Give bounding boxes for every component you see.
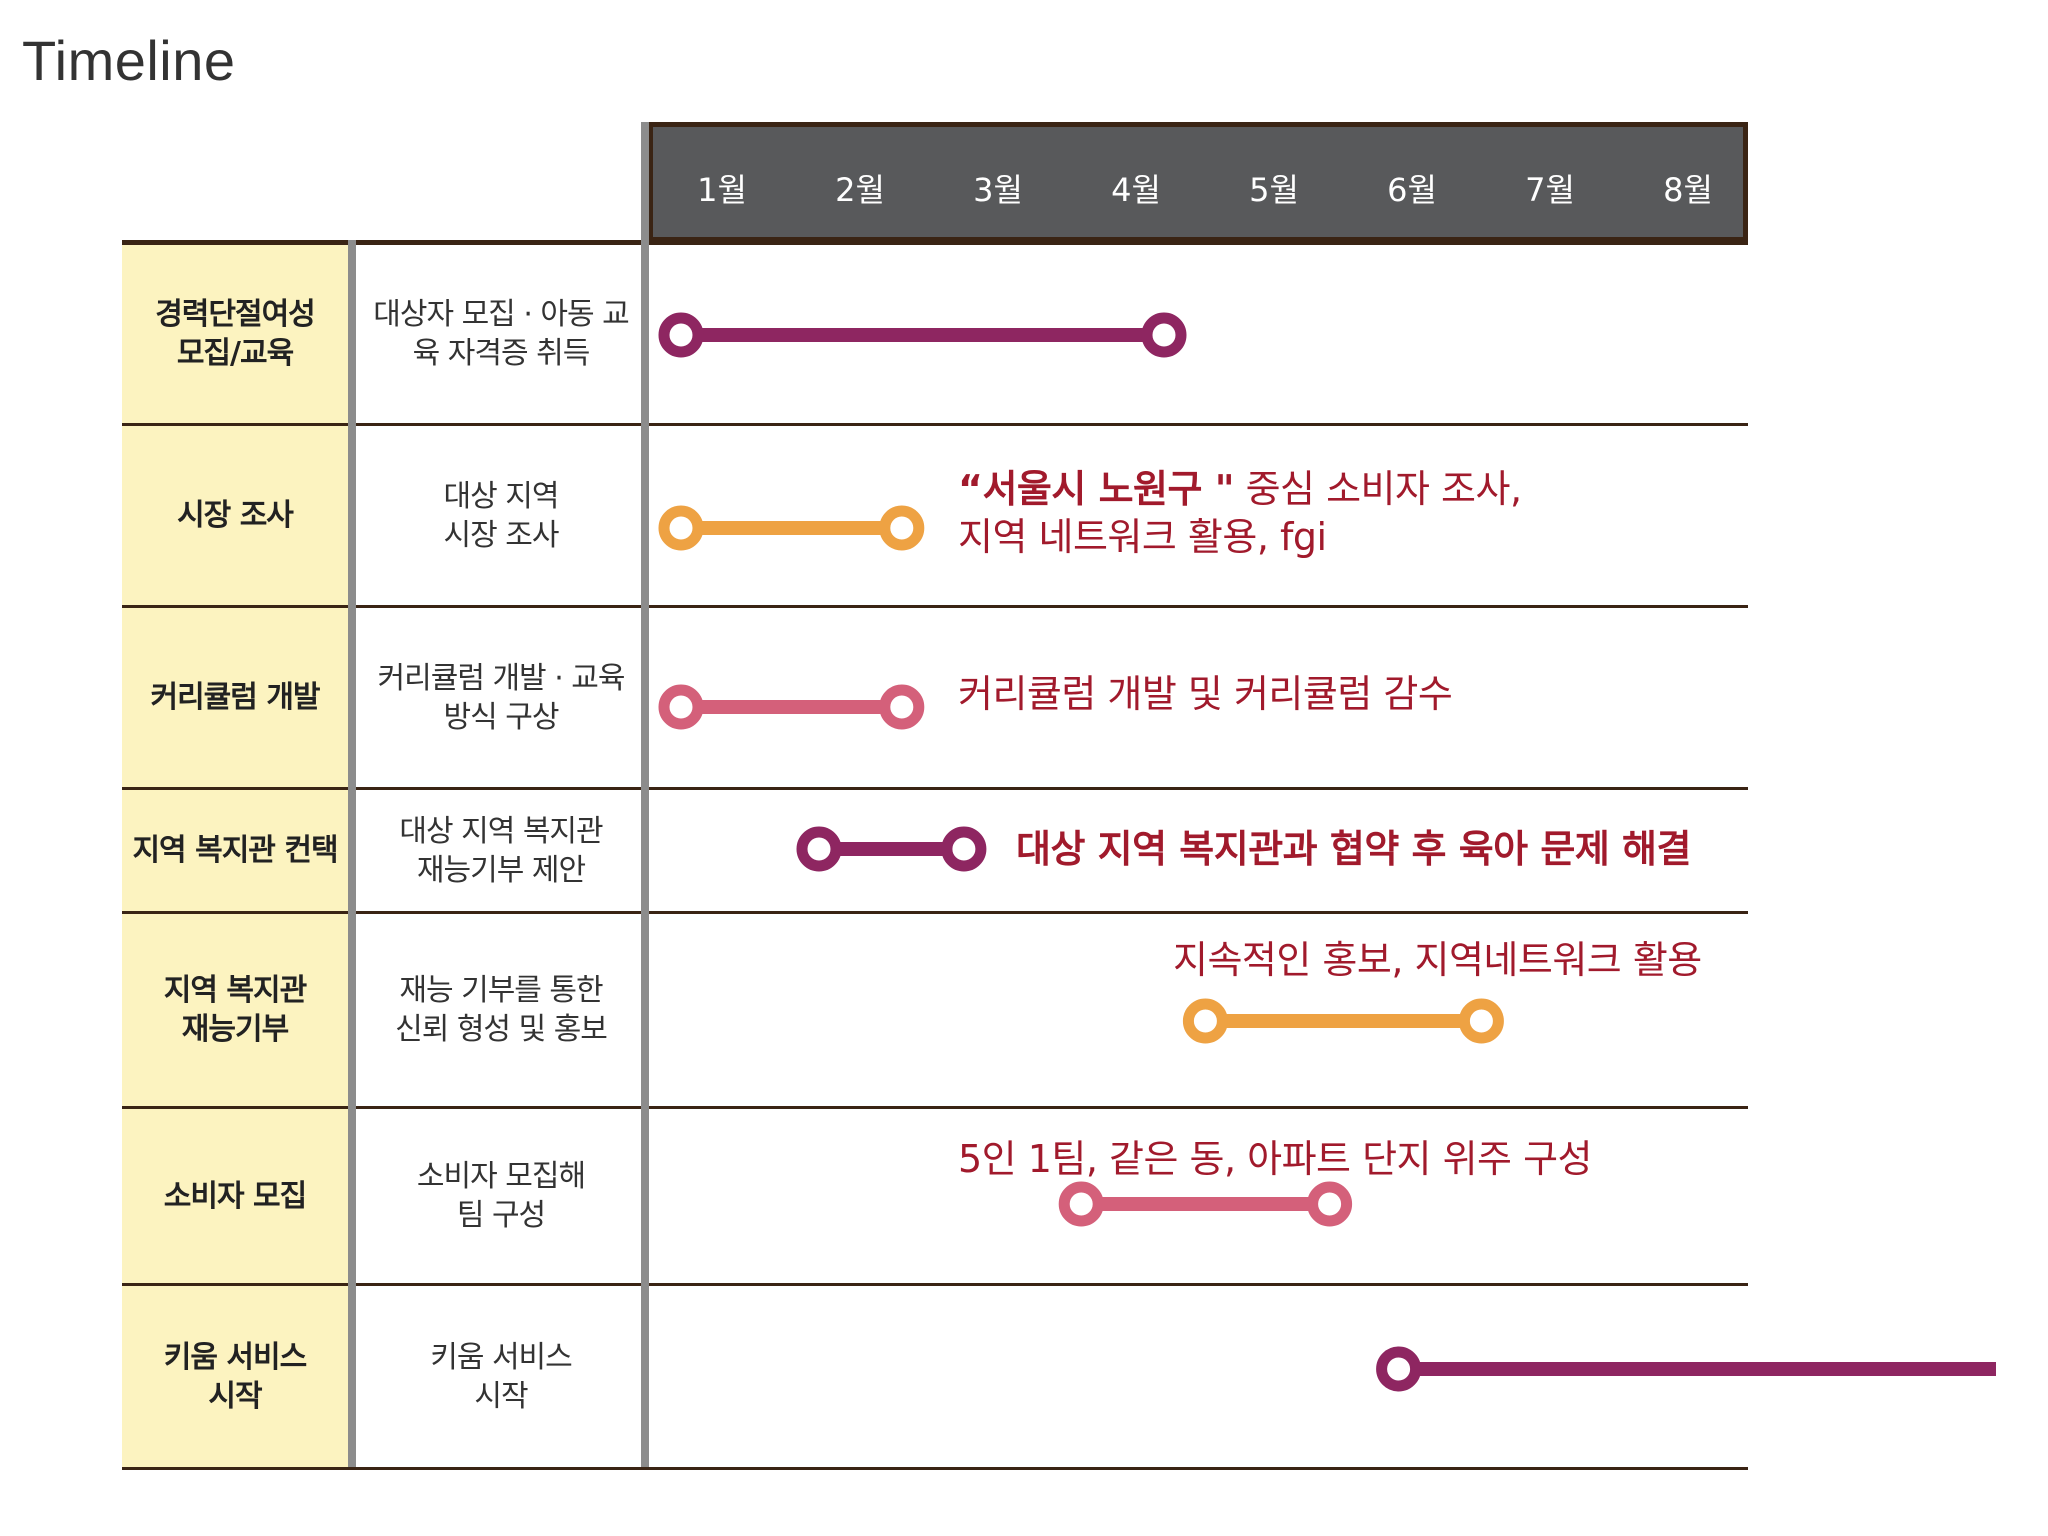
row-divider (122, 1106, 1748, 1109)
category-cell: 커리큘럼 개발 (122, 608, 348, 787)
timeline-endpoint (1182, 998, 1228, 1044)
row-divider (122, 423, 1748, 426)
row-divider (122, 1467, 1748, 1470)
month-label: 6월 (1387, 171, 1437, 209)
month-label: 1월 (697, 171, 747, 209)
category-cell: 소비자 모집 (122, 1109, 348, 1283)
month-label: 2월 (835, 171, 885, 209)
description-cell: 키움 서비스 시작 (430, 1339, 573, 1414)
category-cell: 지역 복지관 재능기부 (122, 914, 348, 1106)
month-header: 1월 2월 3월 4월 5월 6월 7월 8월 (648, 122, 1748, 242)
description-cell: 대상 지역 시장 조사 (443, 478, 560, 553)
month-label: 5월 (1249, 171, 1299, 209)
row-note: 대상 지역 복지관과 협약 후 육아 문제 해결 (1016, 827, 1691, 871)
timeline-endpoint (1058, 1181, 1104, 1227)
timeline-endpoint (1307, 1181, 1353, 1227)
timeline-endpoint (1376, 1346, 1422, 1392)
timeline-endpoint (658, 312, 704, 358)
description-cell: 커리큘럼 개발 · 교육 방식 구상 (377, 660, 626, 735)
row-note-emphasis: “서울시 노원구 " (958, 467, 1235, 511)
page-title: Timeline (22, 29, 236, 92)
category-cell: 지역 복지관 컨택 (122, 790, 348, 911)
row-note: “서울시 노원구 " 중심 소비자 조사, 지역 네트워크 활용, fgi (958, 466, 1522, 561)
category-cell: 경력단절여성 모집/교육 (122, 245, 348, 423)
category-cell: 시장 조사 (122, 426, 348, 605)
month-label: 3월 (973, 171, 1023, 209)
month-label: 8월 (1663, 171, 1713, 209)
row-note: 커리큘럼 개발 및 커리큘럼 감수 (958, 672, 1453, 716)
column-divider (348, 240, 356, 1467)
row-divider (122, 911, 1748, 914)
row-divider (122, 1283, 1748, 1286)
row-divider (122, 240, 1748, 245)
column-divider (641, 122, 649, 1467)
timeline-endpoint (658, 684, 704, 730)
description-cell: 대상 지역 복지관 재능기부 제안 (399, 813, 603, 888)
timeline-endpoint (1141, 312, 1187, 358)
row-divider (122, 605, 1748, 608)
description-cell: 소비자 모집해 팀 구성 (416, 1159, 586, 1233)
row-note-text: 중심 소비자 조사, 지역 네트워크 활용, fgi (958, 467, 1522, 559)
description-cell: 대상자 모집 · 아동 교 육 자격증 취득 (373, 297, 629, 371)
timeline-endpoint (796, 826, 842, 872)
row-note: 5인 1팀, 같은 동, 아파트 단지 위주 구성 (958, 1137, 1593, 1181)
category-cell: 키움 서비스 시작 (122, 1286, 348, 1467)
month-label: 7월 (1525, 171, 1575, 209)
timeline-endpoint (658, 505, 704, 551)
description-cell: 재능 기부를 통한 신뢰 형성 및 홍보 (395, 973, 608, 1047)
row-note: 지속적인 홍보, 지역네트워크 활용 (1173, 938, 1702, 982)
timeline-endpoint (879, 684, 925, 730)
timeline-endpoint (1458, 998, 1504, 1044)
month-label: 4월 (1111, 171, 1161, 209)
timeline-endpoint (879, 505, 925, 551)
row-divider (122, 787, 1748, 790)
timeline-endpoint (941, 826, 987, 872)
